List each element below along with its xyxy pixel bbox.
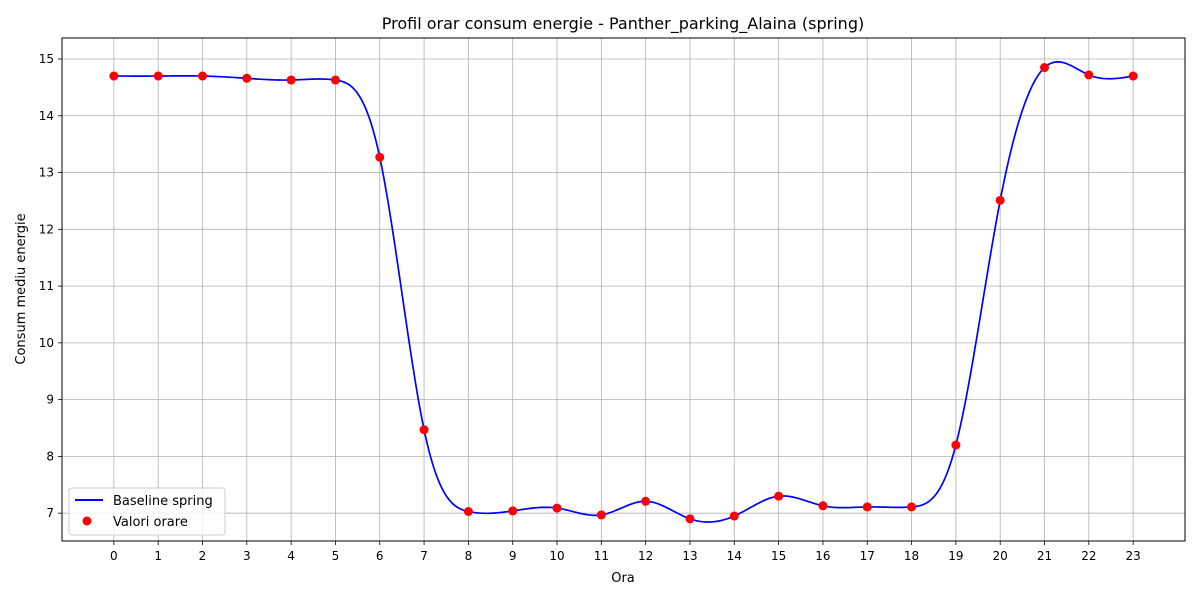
hourly-value-point [508, 506, 518, 516]
x-tick-label: 18 [904, 549, 919, 563]
x-tick-label: 19 [948, 549, 963, 563]
series-layer [109, 61, 1138, 524]
chart-title: Profil orar consum energie - Panther_par… [382, 14, 864, 34]
hourly-value-point [641, 496, 651, 506]
hourly-value-point [596, 510, 606, 520]
hourly-value-point [286, 75, 296, 85]
hourly-value-point [685, 514, 695, 524]
x-tick-label: 21 [1037, 549, 1052, 563]
x-tick-label: 2 [199, 549, 207, 563]
y-tick-label: 13 [39, 166, 54, 180]
y-tick-label: 12 [39, 222, 54, 236]
x-tick-label: 15 [771, 549, 786, 563]
hourly-value-point [818, 501, 828, 511]
x-tick-label: 11 [594, 549, 609, 563]
legend-box [68, 487, 226, 536]
y-tick-label: 14 [39, 109, 54, 123]
x-tick-label: 5 [332, 549, 340, 563]
y-axis-title: Consum mediu energie [14, 213, 29, 364]
legend-label-hourly: Valori orare [113, 515, 188, 530]
x-tick-label: 22 [1081, 549, 1096, 563]
legend: Baseline spring Valori orare [68, 487, 226, 536]
y-tick-label: 9 [46, 393, 54, 407]
hourly-value-point [419, 425, 429, 435]
x-tick-label: 13 [682, 549, 697, 563]
y-tick-label: 11 [39, 279, 54, 293]
y-tick-label: 8 [46, 449, 54, 463]
hourly-value-point [375, 152, 385, 162]
x-tick-label: 8 [465, 549, 473, 563]
legend-label-baseline: Baseline spring [113, 494, 213, 509]
hourly-value-point [330, 75, 340, 85]
x-axis-title: Ora [611, 571, 635, 586]
x-tick-label: 17 [860, 549, 875, 563]
hourly-value-point [463, 506, 473, 516]
grid [62, 38, 1185, 541]
hourly-value-point [1084, 70, 1094, 80]
hourly-value-point [242, 73, 252, 83]
x-tick-label: 10 [549, 549, 564, 563]
hourly-value-point [862, 502, 872, 512]
y-axis-ticks: 7 8 9 10 11 12 13 14 15 [39, 52, 62, 520]
x-tick-label: 7 [420, 549, 428, 563]
hourly-value-point [552, 503, 562, 513]
y-tick-label: 7 [46, 506, 54, 520]
hourly-value-point [774, 491, 784, 501]
x-tick-label: 3 [243, 549, 251, 563]
x-tick-label: 12 [638, 549, 653, 563]
x-tick-label: 0 [110, 549, 118, 563]
x-tick-label: 23 [1126, 549, 1141, 563]
hourly-value-point [1128, 71, 1138, 81]
hourly-value-point [951, 440, 961, 450]
plot-area-frame [61, 37, 1186, 542]
hourly-value-point [1040, 63, 1050, 73]
hourly-value-point [907, 502, 917, 512]
x-tick-label: 6 [376, 549, 384, 563]
hourly-value-point [197, 71, 207, 81]
baseline-spring-line [113, 61, 1134, 523]
x-tick-label: 9 [509, 549, 517, 563]
x-tick-label: 14 [727, 549, 742, 563]
hourly-value-point [729, 511, 739, 521]
hourly-value-point [109, 71, 119, 81]
y-tick-label: 15 [39, 52, 54, 66]
hourly-value-point [995, 195, 1005, 205]
x-tick-label: 1 [154, 549, 162, 563]
x-tick-label: 16 [815, 549, 830, 563]
hourly-value-point [153, 71, 163, 81]
x-tick-label: 4 [287, 549, 295, 563]
x-axis-ticks: 0 1 2 3 4 5 6 7 8 9 10 11 12 13 14 15 16 17 18 19 20 21 22 23 [110, 541, 1141, 563]
x-tick-label: 20 [993, 549, 1008, 563]
legend-marker-swatch [82, 516, 92, 526]
y-tick-label: 10 [39, 336, 54, 350]
